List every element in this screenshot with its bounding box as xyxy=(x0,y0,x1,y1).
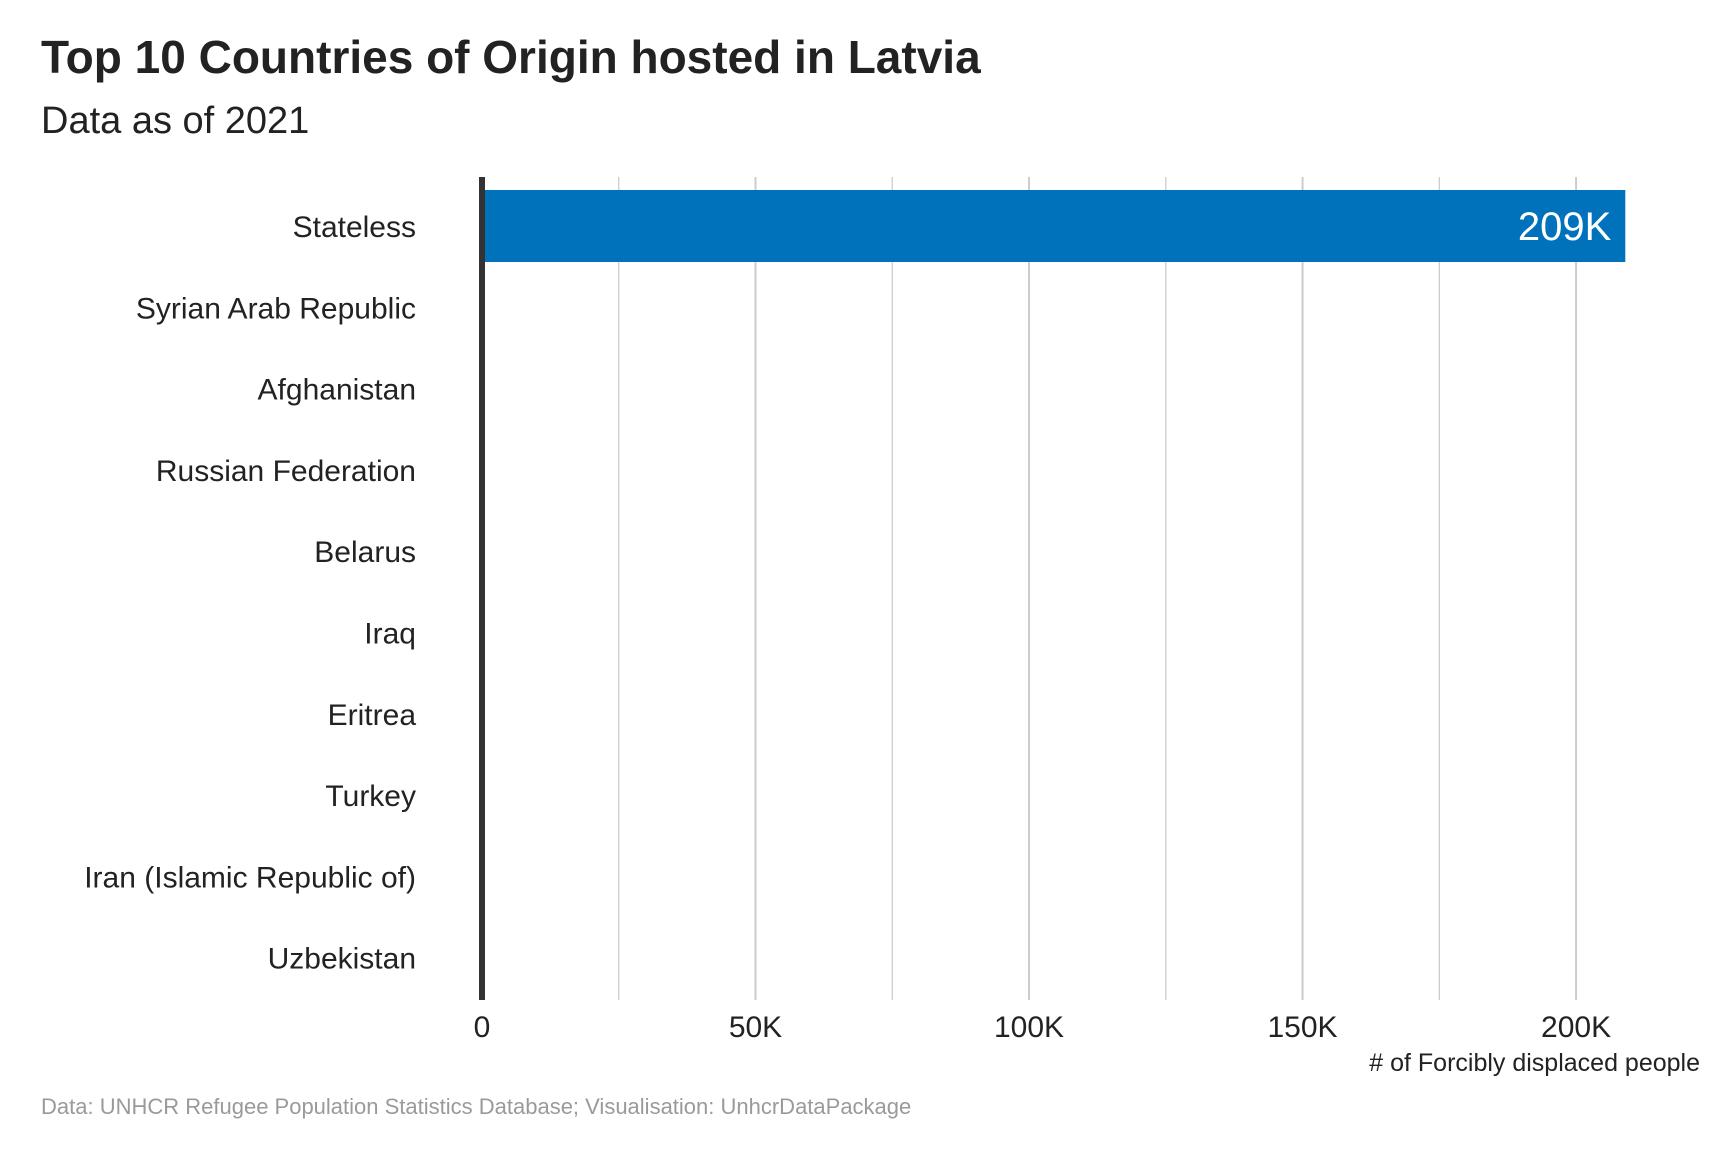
bars xyxy=(482,190,1626,262)
x-tick-label: 50K xyxy=(729,1011,782,1044)
chart-caption: Data: UNHCR Refugee Population Statistic… xyxy=(41,1094,912,1119)
category-label: Eritrea xyxy=(328,699,417,732)
category-label: Turkey xyxy=(325,780,416,813)
category-label: Iraq xyxy=(364,618,416,651)
bar xyxy=(482,190,1626,262)
x-tick-label: 200K xyxy=(1541,1011,1611,1044)
x-axis-title: # of Forcibly displaced people xyxy=(1369,1049,1700,1077)
chart-title: Top 10 Countries of Origin hosted in Lat… xyxy=(41,31,981,83)
chart-subtitle: Data as of 2021 xyxy=(41,100,310,142)
category-label: Syrian Arab Republic xyxy=(136,292,416,325)
labels: 0 50K 100K 150K 200K Stateless 209K Syrian Arab… xyxy=(84,205,1611,1044)
gridlines xyxy=(618,177,1578,1000)
category-label: Iran (Islamic Republic of) xyxy=(84,861,416,894)
data-label: 209K xyxy=(1518,205,1612,249)
category-label: Russian Federation xyxy=(156,455,416,488)
category-label: Stateless xyxy=(293,211,416,244)
x-tick-label: 0 xyxy=(474,1011,491,1044)
category-label: Uzbekistan xyxy=(268,943,416,976)
category-label: Afghanistan xyxy=(258,374,416,407)
x-tick-label: 100K xyxy=(994,1011,1064,1044)
x-tick-label: 150K xyxy=(1268,1011,1338,1044)
category-label: Belarus xyxy=(314,536,416,569)
